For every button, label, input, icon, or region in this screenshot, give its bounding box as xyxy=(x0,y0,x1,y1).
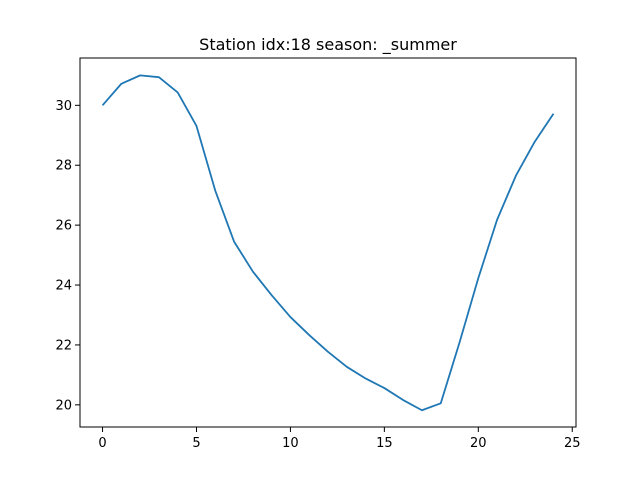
series-line-0 xyxy=(101,74,555,412)
y-tick-label: 26 xyxy=(55,219,72,234)
plot-area-frame xyxy=(79,57,577,428)
y-tick-label: 24 xyxy=(55,279,72,294)
y-tick-label: 22 xyxy=(55,338,72,353)
y-axis: 20 22 24 26 28 30 xyxy=(55,99,80,413)
x-tick-label: 25 xyxy=(564,436,581,451)
x-tick-label: 15 xyxy=(376,436,393,451)
x-tick-label: 10 xyxy=(282,436,299,451)
x-axis: 0 5 10 15 20 25 xyxy=(98,427,581,451)
chart-title: Station idx:18 season: _summer xyxy=(199,35,457,55)
x-tick-label: 5 xyxy=(192,436,200,451)
y-tick-label: 30 xyxy=(55,99,72,114)
y-tick-label: 28 xyxy=(55,159,72,174)
x-tick-label: 20 xyxy=(470,436,487,451)
x-tick-label: 0 xyxy=(98,436,106,451)
y-tick-label: 20 xyxy=(55,398,72,413)
